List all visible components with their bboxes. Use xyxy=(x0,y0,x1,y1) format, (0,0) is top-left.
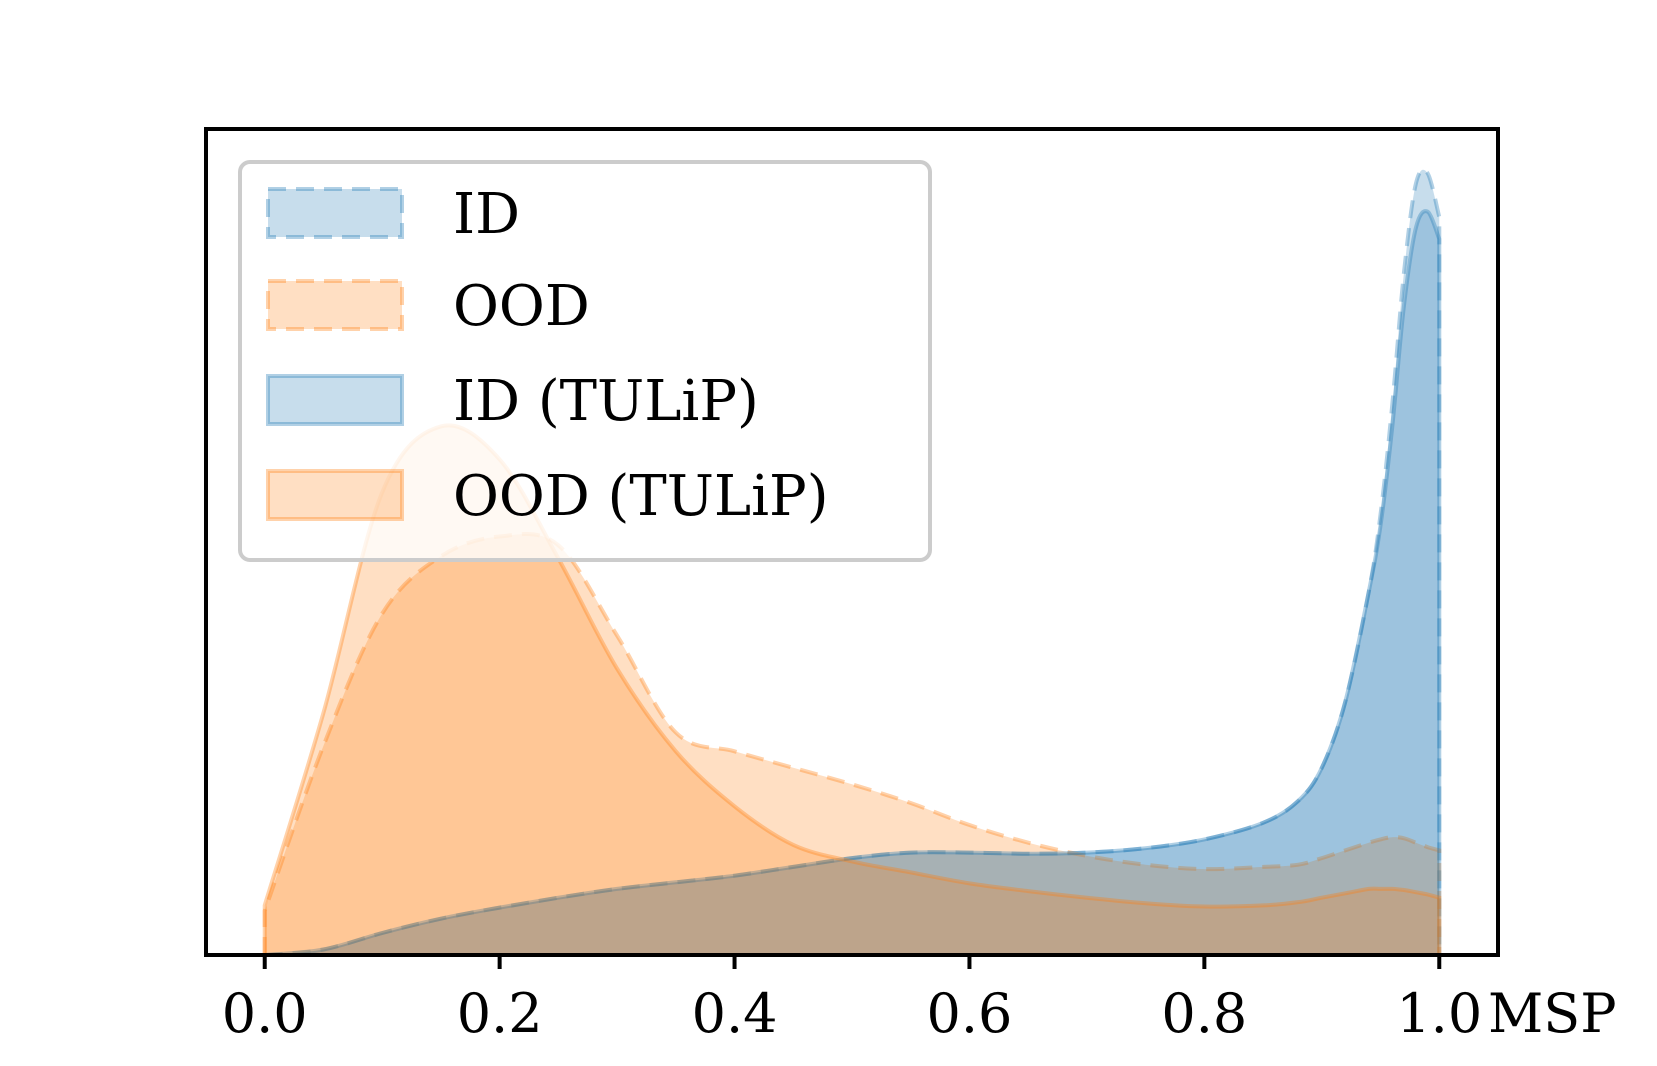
legend-swatch xyxy=(266,469,404,521)
x-tick-label: 0.0 xyxy=(222,982,308,1045)
legend-frame xyxy=(238,160,932,562)
series-line-0 xyxy=(264,167,1442,957)
x-axis: 0.0 0.2 0.4 0.6 0.8 1.0 xyxy=(222,955,1482,1045)
plot-frame xyxy=(204,127,1500,957)
x-tick-label: 0.8 xyxy=(1161,982,1247,1045)
x-axis-label: MSP xyxy=(1488,982,1617,1045)
series-area-2 xyxy=(264,211,1440,955)
x-tick-label: 0.6 xyxy=(927,982,1013,1045)
legend-label: OOD xyxy=(453,274,590,339)
x-tick-label: 1.0 xyxy=(1396,982,1482,1045)
legend-swatch xyxy=(266,374,404,426)
legend: ID OOD ID (TULiP) OOD (TULiP) xyxy=(238,160,932,562)
series-area-1 xyxy=(264,533,1440,955)
legend-swatch xyxy=(266,279,404,331)
x-tick-label: 0.4 xyxy=(692,982,778,1045)
series-area-3 xyxy=(264,425,1440,956)
legend-label: OOD (TULiP) xyxy=(453,464,829,529)
series-area-0 xyxy=(264,169,1440,955)
legend-label: ID (TULiP) xyxy=(453,369,759,434)
series-line-2 xyxy=(264,209,1442,957)
x-tick-label: 0.2 xyxy=(457,982,543,1045)
legend-label: ID xyxy=(453,182,520,247)
legend-swatch xyxy=(266,187,404,239)
